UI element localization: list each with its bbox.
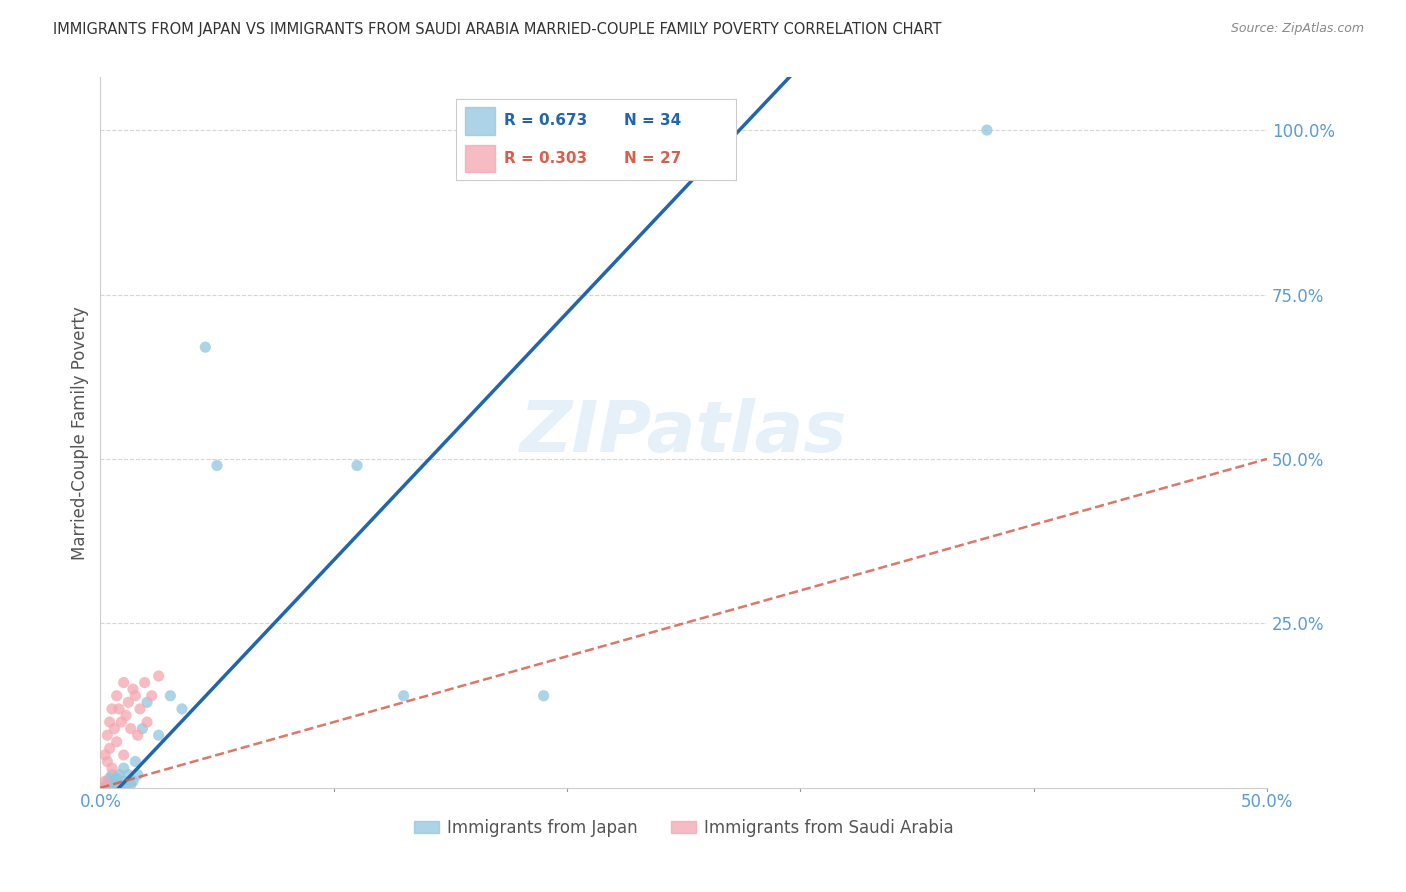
Point bbox=[98, 741, 121, 756]
Point bbox=[98, 780, 121, 795]
Point bbox=[110, 714, 132, 729]
Point bbox=[103, 780, 125, 795]
Point bbox=[136, 714, 159, 729]
Point bbox=[346, 458, 368, 473]
Point bbox=[108, 702, 131, 716]
Point bbox=[170, 702, 193, 716]
Point bbox=[112, 747, 135, 762]
Legend: Immigrants from Japan, Immigrants from Saudi Arabia: Immigrants from Japan, Immigrants from S… bbox=[406, 812, 960, 844]
Point bbox=[533, 689, 555, 703]
Point bbox=[122, 774, 145, 789]
Point bbox=[105, 771, 128, 785]
Point bbox=[124, 689, 146, 703]
Point bbox=[112, 675, 135, 690]
Point bbox=[108, 767, 131, 781]
Point bbox=[103, 722, 125, 736]
Point bbox=[101, 761, 124, 775]
Point bbox=[94, 747, 117, 762]
Point bbox=[112, 774, 135, 789]
Point bbox=[127, 767, 149, 781]
Point bbox=[392, 689, 415, 703]
Point bbox=[194, 340, 217, 354]
Point bbox=[120, 722, 142, 736]
Point bbox=[101, 767, 124, 781]
Point bbox=[96, 728, 118, 742]
Point bbox=[976, 123, 998, 137]
Point bbox=[105, 689, 128, 703]
Point bbox=[105, 778, 128, 792]
Point bbox=[96, 755, 118, 769]
Point bbox=[94, 774, 117, 789]
Point bbox=[110, 778, 132, 792]
Text: ZIPatlas: ZIPatlas bbox=[520, 398, 848, 467]
Point bbox=[103, 774, 125, 789]
Point bbox=[117, 695, 139, 709]
Point bbox=[96, 778, 118, 792]
Point bbox=[205, 458, 228, 473]
Point bbox=[94, 780, 117, 795]
Point bbox=[115, 780, 138, 795]
Point bbox=[148, 728, 170, 742]
Point bbox=[117, 767, 139, 781]
Point bbox=[98, 771, 121, 785]
Point bbox=[134, 675, 156, 690]
Point bbox=[159, 689, 181, 703]
Point bbox=[136, 695, 159, 709]
Point bbox=[129, 702, 152, 716]
Point bbox=[112, 761, 135, 775]
Point bbox=[122, 682, 145, 697]
Point bbox=[105, 735, 128, 749]
Point bbox=[108, 780, 131, 795]
Point bbox=[127, 728, 149, 742]
Point bbox=[96, 774, 118, 789]
Point bbox=[120, 778, 142, 792]
Point bbox=[148, 669, 170, 683]
Point bbox=[115, 708, 138, 723]
Point bbox=[124, 755, 146, 769]
Text: Source: ZipAtlas.com: Source: ZipAtlas.com bbox=[1230, 22, 1364, 36]
Point bbox=[141, 689, 163, 703]
Point bbox=[131, 722, 153, 736]
Y-axis label: Married-Couple Family Poverty: Married-Couple Family Poverty bbox=[72, 306, 89, 559]
Point bbox=[91, 780, 114, 795]
Point bbox=[101, 702, 124, 716]
Point bbox=[101, 778, 124, 792]
Point bbox=[91, 780, 114, 795]
Point bbox=[98, 714, 121, 729]
Text: IMMIGRANTS FROM JAPAN VS IMMIGRANTS FROM SAUDI ARABIA MARRIED-COUPLE FAMILY POVE: IMMIGRANTS FROM JAPAN VS IMMIGRANTS FROM… bbox=[53, 22, 942, 37]
